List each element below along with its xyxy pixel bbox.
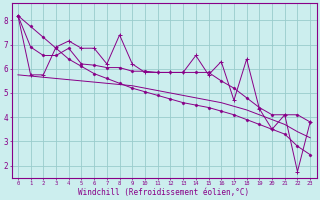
X-axis label: Windchill (Refroidissement éolien,°C): Windchill (Refroidissement éolien,°C) bbox=[78, 188, 250, 197]
